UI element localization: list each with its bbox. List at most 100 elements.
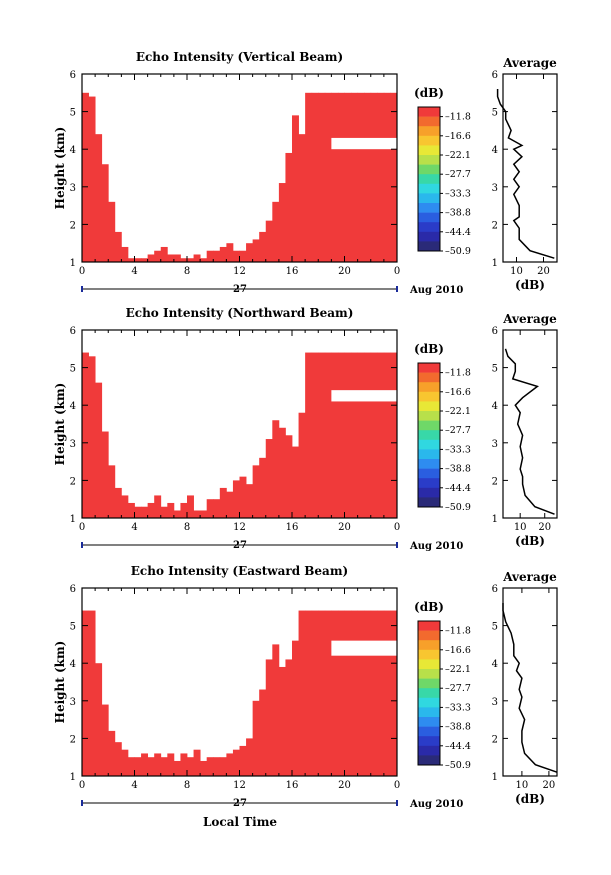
colorbar-swatch [418, 164, 440, 175]
echo-column [88, 610, 96, 776]
profile-y-tick-label: 3 [492, 183, 498, 194]
x-tick-label: 16 [286, 266, 299, 277]
echo-column [160, 506, 168, 518]
panel-title: Echo Intensity (Vertical Beam) [136, 50, 343, 64]
panel-2: Echo Intensity (Eastward Beam)0 4 8 12 16 20 0… [53, 564, 558, 810]
echo-column [127, 258, 135, 262]
day-label: 27 [233, 540, 247, 551]
colorbar-label: –22.1 [445, 664, 471, 675]
profile-y-tick-label: 5 [492, 622, 498, 633]
echo-column [364, 92, 372, 262]
echo-column [357, 352, 365, 518]
colorbar-unit: (dB) [414, 342, 444, 356]
echo-column [259, 689, 267, 776]
echo-column [351, 352, 359, 518]
echo-column [252, 700, 260, 776]
echo-column [180, 502, 188, 518]
colorbar-swatch [418, 391, 440, 402]
echo-column [265, 439, 273, 518]
echo-column [187, 258, 194, 262]
echo-column [364, 352, 372, 518]
y-tick-label: 3 [70, 183, 76, 194]
echo-column [311, 92, 319, 262]
profile-y-tick-label: 5 [492, 108, 498, 119]
colorbar-swatch [418, 107, 440, 117]
echo-column [206, 499, 214, 518]
echo-column [246, 738, 254, 776]
colorbar: (dB) –11.8 –16.6 –22.1 –27.7 –33.3 –38.8 –44.4 –… [414, 342, 471, 513]
colorbar-swatch [418, 449, 440, 460]
profile-y-tick-label: 1 [492, 258, 498, 269]
profile-y-tick-label: 2 [492, 734, 498, 745]
colorbar-label: –44.4 [445, 227, 471, 238]
profile-y-tick-label: 1 [492, 772, 498, 783]
echo-column [357, 610, 365, 776]
colorbar-swatch [418, 135, 440, 146]
colorbar-swatch [418, 145, 440, 156]
profile-y-tick-label: 2 [492, 476, 498, 487]
profile-frame [502, 329, 558, 519]
echo-column [383, 92, 391, 262]
panel-title: Echo Intensity (Northward Beam) [126, 306, 354, 320]
colorbar-label: –33.3 [445, 444, 471, 455]
profile-x-label: (dB) [515, 792, 545, 806]
echo-column [337, 610, 345, 776]
echo-column [88, 356, 96, 518]
colorbar-label: –38.8 [445, 208, 471, 219]
colorbar-label: –33.3 [445, 702, 471, 713]
echo-column [272, 201, 280, 262]
profile-y-tick-label: 4 [492, 145, 498, 156]
echo-column [121, 246, 129, 262]
colorbar-swatch [418, 382, 440, 393]
colorbar-frame [417, 106, 441, 252]
echo-column [141, 753, 149, 776]
y-tick-label: 5 [70, 364, 76, 375]
y-axis-label: Height (km) [53, 127, 67, 210]
echo-column [219, 246, 227, 262]
y-tick-label: 1 [70, 514, 76, 525]
echo-column [272, 644, 280, 776]
colorbar-swatch [418, 630, 440, 641]
echo-column [206, 757, 214, 776]
y-tick-label: 3 [70, 439, 76, 450]
colorbar-swatch [418, 420, 440, 431]
profile-y-tick-label: 3 [492, 697, 498, 708]
y-axis-label: Height (km) [53, 641, 67, 724]
profile-y-tick-label: 6 [492, 584, 498, 595]
echo-column [101, 164, 109, 262]
colorbar-unit: (dB) [414, 600, 444, 614]
echo-column [82, 610, 89, 776]
echo-column [305, 352, 313, 518]
echo-column [377, 92, 385, 262]
echo-column [200, 760, 208, 776]
echo-column [390, 610, 398, 776]
echo-column [377, 352, 385, 518]
echo-column [213, 250, 221, 262]
colorbar-swatch [418, 678, 440, 689]
echo-column [324, 352, 332, 518]
echo-column [383, 352, 391, 518]
echo-column [370, 92, 378, 262]
colorbar-swatch [418, 212, 440, 223]
colorbar-unit: (dB) [414, 86, 444, 100]
y-axis-label: Height (km) [53, 383, 67, 466]
panel-1: Echo Intensity (Northward Beam)0 4 8 12 16 20… [53, 306, 558, 552]
echo-gap [331, 137, 397, 150]
echo-column [324, 610, 332, 776]
colorbar-label: –27.7 [445, 425, 471, 436]
colorbar-swatch [418, 203, 440, 213]
echo-column [298, 134, 306, 262]
echo-column [292, 640, 299, 776]
echo-column [292, 115, 299, 262]
colorbar-label: –50.9 [445, 760, 471, 771]
y-tick-label: 1 [70, 772, 76, 783]
colorbar-swatch [418, 411, 440, 421]
colorbar-label: –16.6 [445, 645, 471, 656]
y-tick-label: 4 [70, 401, 76, 412]
echo-column [278, 427, 286, 518]
y-tick-label: 2 [70, 734, 76, 745]
echo-column [173, 760, 181, 776]
echo-column [351, 92, 359, 262]
x-tick-label: 20 [338, 780, 351, 791]
profile-y-tick-label: 6 [492, 70, 498, 81]
